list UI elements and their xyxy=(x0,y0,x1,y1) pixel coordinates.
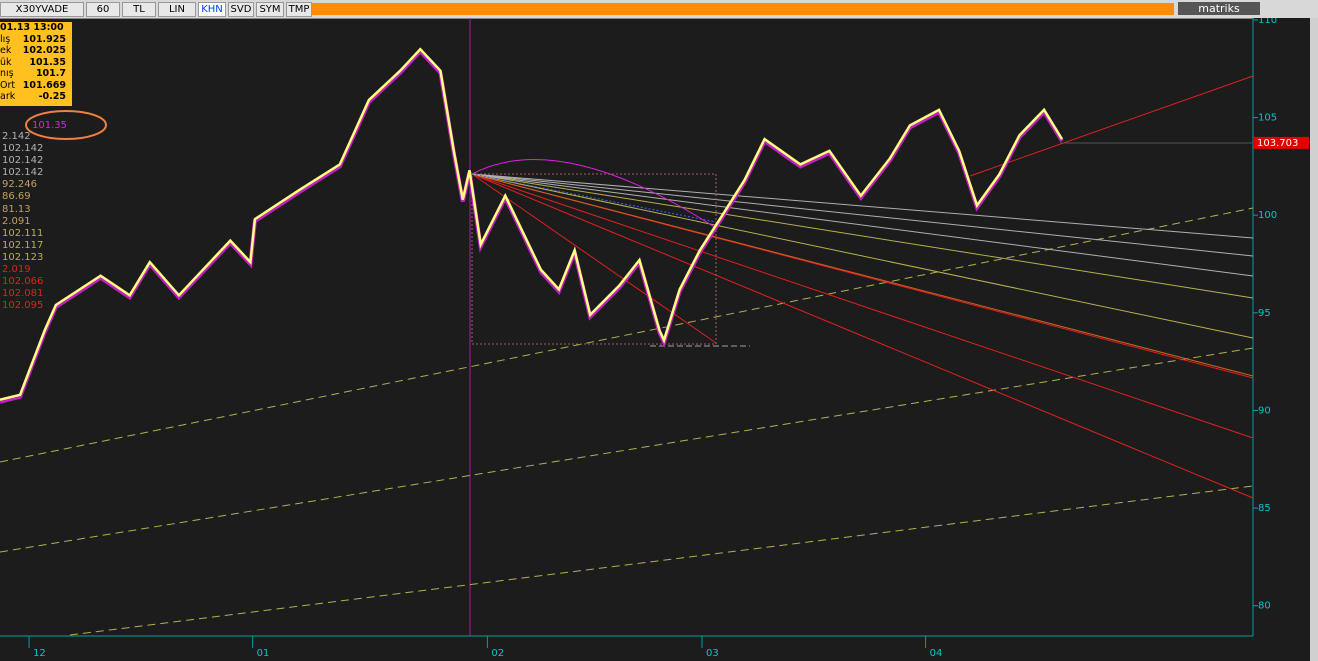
y-tick-label: 95 xyxy=(1258,308,1271,319)
x-tick-label: 01 xyxy=(257,648,270,659)
indicator-value: 102.142 xyxy=(2,155,44,167)
indicator-value: 102.081 xyxy=(2,288,44,300)
info-row: ek 102.025 xyxy=(0,45,72,57)
toolbar-button[interactable]: SYM xyxy=(256,2,284,17)
info-row: nış 101.7 xyxy=(0,68,72,80)
drawings xyxy=(0,75,1254,636)
info-row: lış 101.925 xyxy=(0,34,72,46)
x-tick-label: 12 xyxy=(33,648,46,659)
scrollbar xyxy=(1310,18,1318,661)
info-label: nış xyxy=(0,68,14,79)
indicator-value: 2.142 xyxy=(2,131,31,142)
toolbar-button[interactable]: KHN xyxy=(198,2,226,17)
marker-label: 101.35 xyxy=(32,120,67,131)
info-value: 101.669 xyxy=(22,79,66,91)
price-shadow xyxy=(0,48,1064,404)
info-value: -0.25 xyxy=(38,91,66,102)
info-value: 102.025 xyxy=(22,45,66,56)
marker-ellipse xyxy=(25,110,107,140)
toolbar: matriks X30YVADE 60 TL LIN KHN SVD SYM TMP xyxy=(0,0,1318,19)
indicator-value: 92.246 xyxy=(2,179,37,191)
y-tick-label: 85 xyxy=(1258,503,1271,514)
indicator-list: 2.142 102.142 102.142 102.142 92.246 86.69 81.… xyxy=(2,131,43,312)
x-tick-label: 04 xyxy=(930,648,943,659)
info-box: 01.13 13:00 lış 101.925 ek 102.025 ük 101.35 nı… xyxy=(0,22,72,106)
y-tick-label: 100 xyxy=(1258,210,1277,221)
price-line xyxy=(0,47,1064,401)
info-label: ük xyxy=(0,56,12,68)
x-axis-area xyxy=(0,636,1310,661)
toolbar-button[interactable]: X30YVADE xyxy=(0,2,84,17)
y-tick-label: 110 xyxy=(1258,18,1277,26)
title-bar xyxy=(312,3,1174,15)
toolbar-button[interactable]: TMP xyxy=(286,2,312,17)
indicator-value: 102.095 xyxy=(2,300,44,312)
info-row: Ort 101.669 xyxy=(0,80,72,92)
y-tick-label: 80 xyxy=(1258,601,1271,612)
indicator-value: 2.091 xyxy=(2,215,31,227)
indicator-value: 102.123 xyxy=(2,251,44,263)
x-tick-label: 03 xyxy=(706,648,719,659)
toolbar-button[interactable]: TL xyxy=(122,2,156,17)
info-row: ük 101.35 xyxy=(0,57,72,69)
toolbar-button[interactable]: LIN xyxy=(158,2,196,17)
last-price-label: 103.703 xyxy=(1257,138,1298,149)
info-time: 01.13 13:00 xyxy=(0,22,64,33)
y-tick-label: 90 xyxy=(1258,405,1271,416)
indicator-value: 86.69 xyxy=(2,191,31,203)
indicator-value: 102.142 xyxy=(2,143,44,155)
indicator-value: 2.019 xyxy=(2,264,31,276)
info-value: 101.925 xyxy=(22,33,66,45)
indicator-value: 102.066 xyxy=(2,276,44,288)
info-label: lış xyxy=(0,33,11,45)
indicator-value: 102.117 xyxy=(2,239,44,251)
info-label: Ort xyxy=(0,79,16,91)
toolbar-button[interactable]: 60 xyxy=(86,2,120,17)
indicator-value: 81.13 xyxy=(2,203,31,215)
chart: 101.35 80 85 90 95 100 105 110 12 01 02 03 04 103.70… xyxy=(0,18,1318,661)
info-label: ek xyxy=(0,45,12,56)
info-value: 101.35 xyxy=(29,56,66,68)
indicator-value: 102.142 xyxy=(2,167,44,179)
y-axis-area xyxy=(1253,18,1310,636)
y-tick-label: 105 xyxy=(1258,113,1277,124)
indicator-value: 102.111 xyxy=(2,227,44,239)
toolbar-button[interactable]: SVD xyxy=(228,2,254,17)
info-label: ark xyxy=(0,91,16,102)
info-value: 101.7 xyxy=(35,68,66,79)
info-row: ark -0.25 xyxy=(0,91,72,103)
last-price-box xyxy=(1254,136,1309,149)
x-tick-label: 02 xyxy=(491,648,504,659)
brand: matriks xyxy=(1178,2,1260,15)
